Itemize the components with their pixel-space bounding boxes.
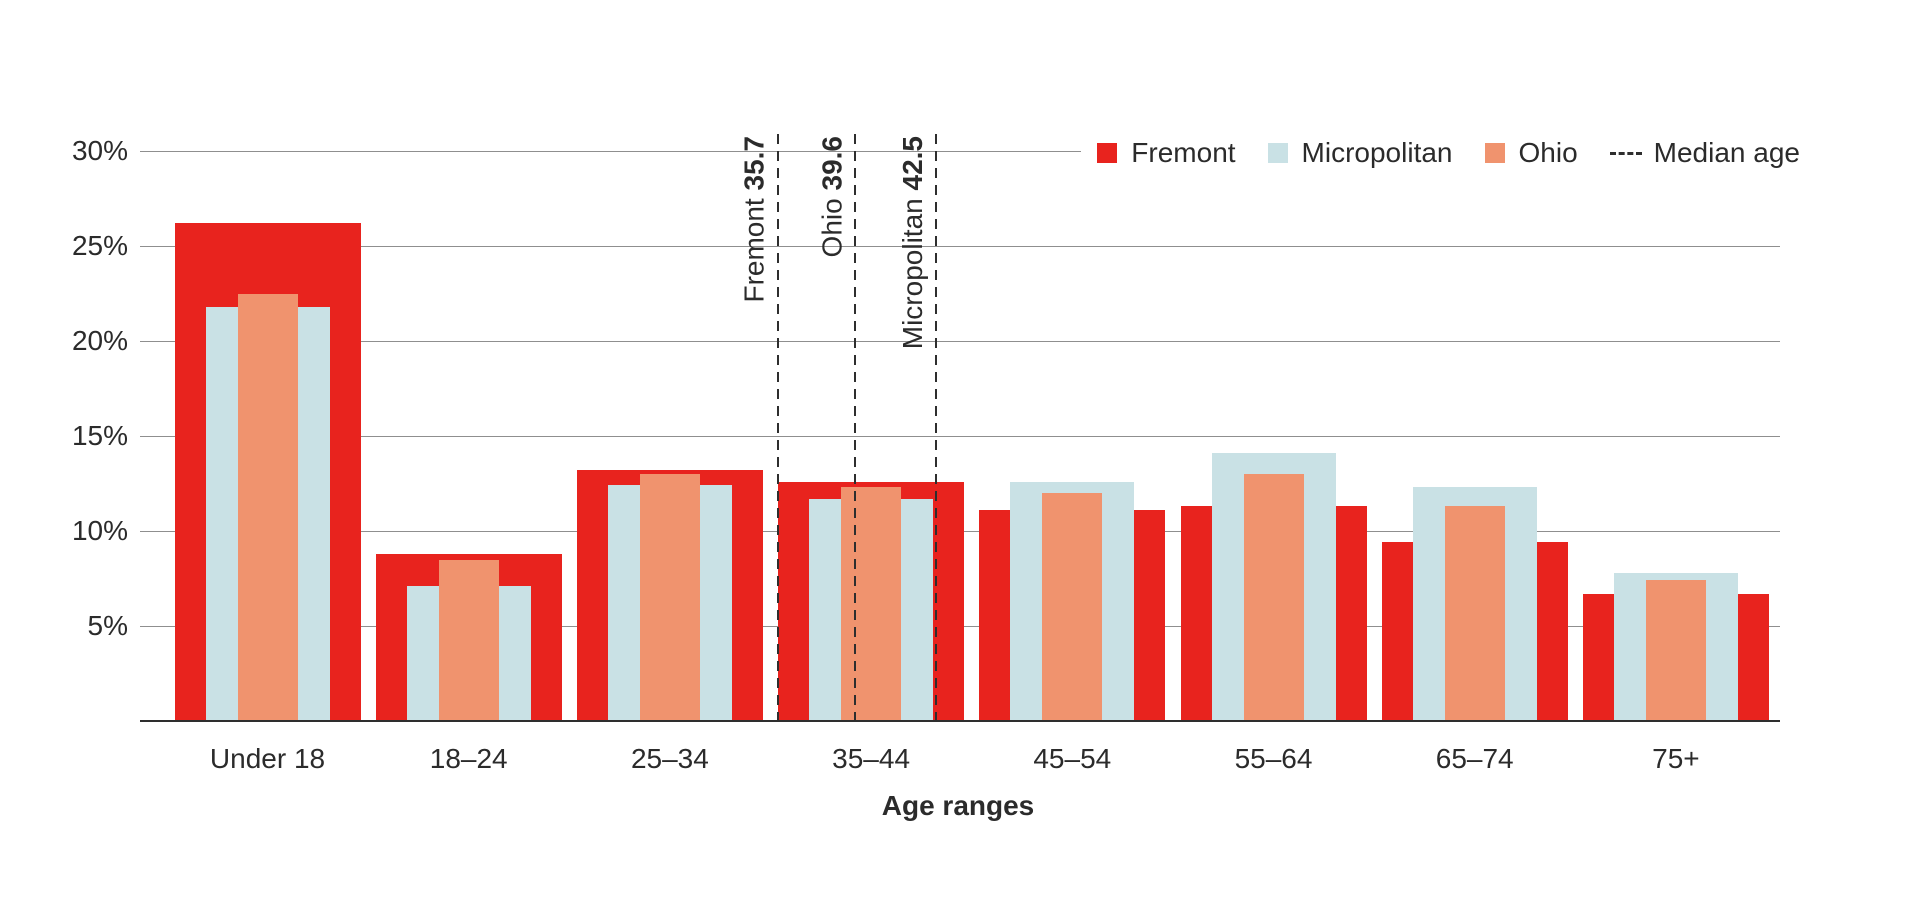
gridline-20 <box>140 341 1780 342</box>
x-tick-label: 25–34 <box>630 743 709 774</box>
median-label-name: Ohio <box>816 198 847 258</box>
median-label-fremont: Fremont 35.7 <box>739 136 770 303</box>
gridline-30 <box>140 151 1780 152</box>
bar-ohio-under-18 <box>237 293 298 721</box>
bar-ohio-55-64 <box>1243 474 1304 721</box>
median-label-name: Micropolitan <box>897 198 928 350</box>
x-tick-label: 18–24 <box>429 743 508 774</box>
x-tick-label: Under 18 <box>209 743 326 774</box>
median-label-name: Fremont <box>739 198 770 303</box>
y-tick-label: 10% <box>71 515 128 546</box>
bar-ohio-35-44 <box>841 487 902 721</box>
x-axis-title: Age ranges <box>881 790 1035 821</box>
median-label-micropolitan: Micropolitan 42.5 <box>897 136 928 350</box>
gridline-25 <box>140 246 1780 247</box>
color-swatch-icon <box>1484 143 1505 163</box>
bar-ohio-25-34 <box>639 474 700 721</box>
dashed-line-swatch-icon <box>1609 151 1642 155</box>
median-label-value: 39.6 <box>816 136 847 191</box>
legend-item-fremont: Fremont <box>1097 137 1236 168</box>
median-label-value: 35.7 <box>739 136 770 191</box>
x-tick-label: 75+ <box>1652 743 1700 774</box>
gridline-15 <box>140 436 1780 437</box>
legend-label: Median age <box>1653 137 1800 168</box>
legend-item-median-age: Median age <box>1609 137 1800 168</box>
legend: Fremont Micropolitan Ohio Median age <box>1081 137 1800 169</box>
median-line-ohio <box>854 134 856 721</box>
bar-ohio-18-24 <box>438 559 499 721</box>
x-tick-label: 35–44 <box>832 743 911 774</box>
color-swatch-icon <box>1097 143 1118 163</box>
x-axis-line <box>140 720 1780 722</box>
y-tick-label: 5% <box>87 610 128 641</box>
bar-ohio-45-54 <box>1042 493 1103 721</box>
x-tick-label: 65–74 <box>1435 743 1514 774</box>
legend-label: Micropolitan <box>1301 137 1453 168</box>
y-tick-label: 20% <box>71 325 128 356</box>
x-tick-label: 55–64 <box>1234 743 1313 774</box>
legend-label: Ohio <box>1518 137 1578 168</box>
y-tick-label: 15% <box>71 420 128 451</box>
bar-ohio-75 <box>1645 580 1706 721</box>
y-tick-label: 25% <box>71 230 128 261</box>
color-swatch-icon <box>1267 143 1288 163</box>
median-line-fremont <box>777 134 779 721</box>
bar-ohio-65-74 <box>1444 506 1505 721</box>
median-line-micropolitan <box>935 134 937 721</box>
legend-item-micropolitan: Micropolitan <box>1267 137 1453 168</box>
median-label-value: 42.5 <box>897 136 928 191</box>
legend-item-ohio: Ohio <box>1484 137 1578 168</box>
legend-label: Fremont <box>1131 137 1236 168</box>
median-label-ohio: Ohio 39.6 <box>816 136 847 258</box>
x-tick-label: 45–54 <box>1033 743 1112 774</box>
y-tick-label: 30% <box>71 135 128 166</box>
